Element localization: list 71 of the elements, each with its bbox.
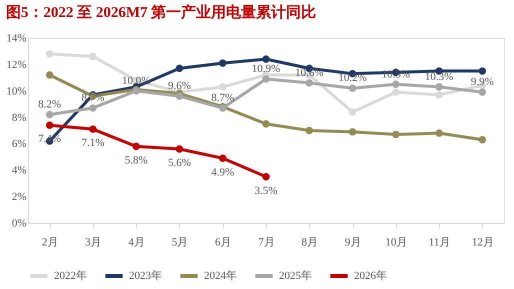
data-label: 10.2% <box>338 72 367 84</box>
legend-label: 2023年 <box>129 270 162 282</box>
x-tick-label: 9月 <box>344 236 362 248</box>
point <box>435 129 443 137</box>
point <box>132 142 140 150</box>
point <box>89 104 97 112</box>
y-tick-label: 0% <box>12 218 26 230</box>
x-tick-label: 2月 <box>42 236 58 248</box>
x-tick-label: 7月 <box>258 236 275 248</box>
point <box>306 126 313 134</box>
y-tick-label: 10% <box>6 85 26 98</box>
point <box>46 71 54 79</box>
point <box>435 91 443 99</box>
point <box>435 83 443 91</box>
point <box>262 55 270 63</box>
x-tick-label: 3月 <box>85 236 102 248</box>
point <box>348 84 356 92</box>
point <box>478 67 486 75</box>
data-label: 5.8% <box>124 154 148 166</box>
point <box>262 173 270 180</box>
legend-label: 2024年 <box>204 270 237 282</box>
data-label: 9.9% <box>470 76 494 88</box>
point <box>176 145 184 153</box>
data-label: 10.6% <box>295 66 324 79</box>
point <box>176 92 184 100</box>
point <box>89 125 97 133</box>
point <box>306 79 313 87</box>
chart-title: 图5：2022 至 2026M7 第一产业用电量累计同比 <box>6 4 316 21</box>
x-tick-label: 10月 <box>385 236 408 248</box>
point <box>348 108 356 116</box>
y-tick-label: 2% <box>12 191 26 204</box>
point <box>392 80 400 88</box>
y-tick-label: 14% <box>6 32 26 44</box>
x-tick-label: 6月 <box>214 236 232 248</box>
point <box>46 110 54 118</box>
point <box>46 50 54 58</box>
data-label: 8.7% <box>211 92 234 104</box>
data-label: 8.2% <box>38 98 62 111</box>
point <box>89 52 97 60</box>
legend-label: 2025年 <box>279 270 312 282</box>
data-label: 3.5% <box>254 184 278 197</box>
point <box>392 88 400 96</box>
legend-label: 2026年 <box>354 270 387 282</box>
point <box>219 59 226 67</box>
data-label: 10.0% <box>122 74 150 87</box>
point <box>262 75 270 83</box>
point <box>262 120 270 128</box>
data-label: 10.3% <box>424 70 454 83</box>
x-tick-label: 12月 <box>472 236 494 248</box>
y-tick-label: 6% <box>12 138 26 150</box>
data-label: 4.9% <box>211 166 234 178</box>
data-label: 10.9% <box>252 62 280 75</box>
y-tick-label: 8% <box>12 112 26 124</box>
legend-label: 2022年 <box>54 270 87 282</box>
point <box>219 83 226 91</box>
point <box>478 88 486 96</box>
x-tick-label: 11月 <box>428 236 450 248</box>
y-tick-label: 4% <box>12 164 26 177</box>
point <box>348 128 356 136</box>
data-label: 5.6% <box>168 157 191 169</box>
point <box>219 154 226 162</box>
x-tick-label: 8月 <box>302 236 318 248</box>
point <box>46 122 54 129</box>
point <box>392 130 400 138</box>
data-label: 9.6% <box>168 80 191 92</box>
data-label: 7.1% <box>81 137 104 150</box>
x-tick-label: 4月 <box>128 236 145 248</box>
y-tick-label: 12% <box>6 58 26 71</box>
point <box>478 136 486 144</box>
point <box>176 64 184 72</box>
x-tick-label: 5月 <box>172 236 188 248</box>
